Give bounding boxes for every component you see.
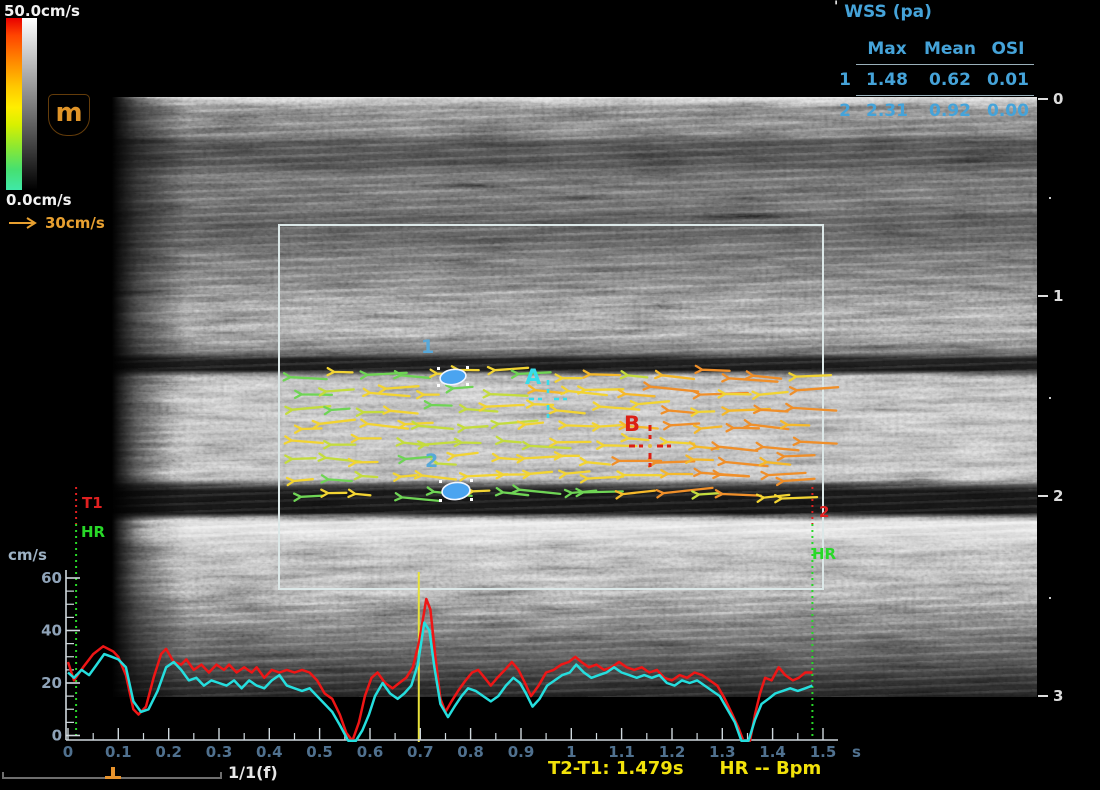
table-divider [856, 64, 1034, 65]
depth-ruler: 0 1 2 3 [1038, 0, 1100, 790]
svg-text:20: 20 [41, 674, 62, 692]
svg-text:0.7: 0.7 [407, 743, 434, 761]
svg-text:0: 0 [63, 743, 73, 761]
row1-id: 1 [839, 70, 851, 90]
table-divider [856, 95, 1034, 96]
svg-text:0.9: 0.9 [508, 743, 535, 761]
point-a-label: A [525, 365, 542, 389]
wss-table: Max Mean OSI 1 1.48 0.62 0.01 2 2.31 0.9… [834, 34, 1040, 126]
velocity-color-gradient [6, 18, 22, 190]
depth-ruler-mark: 0 [1038, 90, 1063, 108]
scrollbar-left-tick [2, 772, 4, 779]
measure-ellipse-2[interactable] [436, 477, 476, 507]
point-a-crosshair[interactable] [528, 379, 568, 419]
velocity-max-label: 50.0cm/s [4, 2, 80, 20]
svg-text:0.8: 0.8 [457, 743, 484, 761]
cine-scrollbar-thumb[interactable] [105, 767, 121, 779]
depth-ruler-dot [1049, 597, 1051, 599]
row1-mean: 0.62 [929, 70, 971, 90]
depth-ruler-mark: 2 [1038, 487, 1063, 505]
svg-text:0.3: 0.3 [206, 743, 233, 761]
bmode-image [112, 97, 1037, 697]
depth-ruler-dot [1049, 197, 1051, 199]
t2t1-readout: T2-T1: 1.479s [548, 758, 684, 779]
vector-scale-legend: 30cm/s [8, 214, 105, 232]
hr-marker-label-left: HR [81, 523, 106, 541]
measure-label-2: 2 [425, 450, 439, 472]
depth-ruler-mark: 1 [1038, 287, 1063, 305]
speckle-texture [112, 97, 1037, 697]
y-axis-unit: cm/s [8, 546, 47, 564]
row1-osi: 0.01 [987, 70, 1029, 90]
measure-ellipse-1[interactable] [434, 364, 472, 392]
svg-text:0.1: 0.1 [105, 743, 132, 761]
col-header-mean: Mean [923, 39, 977, 59]
vendor-logo-letter: m [55, 98, 83, 128]
svg-text:0.5: 0.5 [306, 743, 333, 761]
hr-readout: HR -- Bpm [719, 758, 822, 779]
arrow-icon [9, 217, 37, 229]
point-b-label: B [624, 412, 641, 436]
t1-marker-label: T1 [82, 494, 103, 512]
svg-text:40: 40 [41, 622, 62, 640]
status-bar: T2-T1: 1.479s HR -- Bpm [548, 758, 821, 779]
row2-max: 2.31 [866, 101, 908, 121]
measure-label-1: 1 [421, 336, 435, 358]
row2-osi: 0.00 [987, 101, 1029, 121]
title-tick-mark: ' [834, 0, 839, 15]
col-header-osi: OSI [991, 39, 1025, 59]
col-header-max: Max [867, 39, 907, 59]
velocity-min-label: 0.0cm/s [6, 191, 72, 209]
wss-panel-title: ' WSS (pa) [834, 0, 1040, 22]
svg-text:0.4: 0.4 [256, 743, 283, 761]
svg-text:0.2: 0.2 [155, 743, 182, 761]
cine-scrollbar[interactable] [2, 767, 222, 779]
svg-text:60: 60 [41, 569, 62, 587]
vector-scale-value: 30cm/s [45, 214, 105, 232]
frame-counter: 1/1(f) [228, 763, 278, 782]
svg-text:0.6: 0.6 [357, 743, 384, 761]
point-b-crosshair[interactable] [628, 424, 672, 468]
x-axis-unit: s [852, 743, 861, 761]
wss-results-panel: ' WSS (pa) Max Mean OSI 1 1.48 0.62 0.01… [834, 0, 1040, 126]
wss-title-text: WSS (pa) [844, 2, 932, 22]
vendor-logo: m [48, 94, 90, 136]
depth-ruler-mark: 3 [1038, 687, 1063, 705]
grayscale-gradient [22, 18, 37, 190]
scrollbar-right-tick [220, 772, 222, 779]
row2-mean: 0.92 [929, 101, 971, 121]
row1-max: 1.48 [866, 70, 908, 90]
depth-ruler-dot [1049, 397, 1051, 399]
svg-text:0: 0 [52, 727, 62, 745]
row2-id: 2 [839, 101, 851, 121]
